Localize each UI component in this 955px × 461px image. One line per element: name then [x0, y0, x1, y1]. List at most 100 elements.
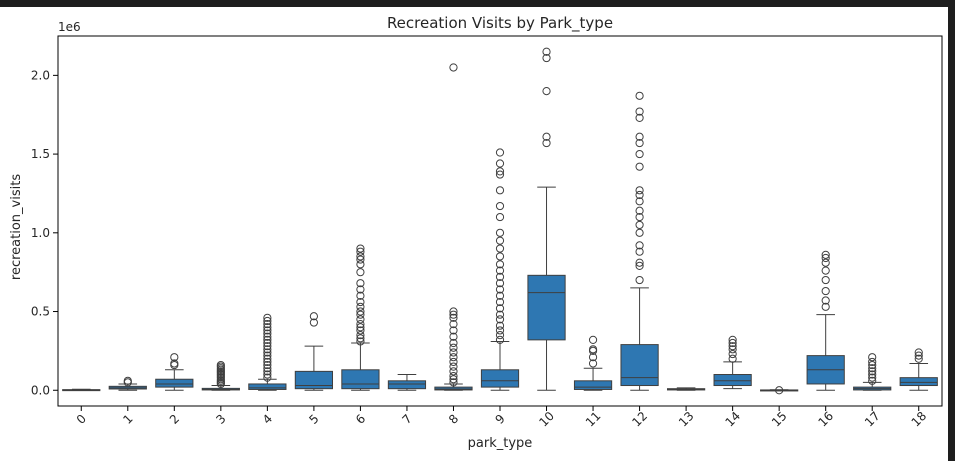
- outlier-point: [728, 354, 737, 363]
- outlier-point: [635, 190, 644, 200]
- outlier-point: [263, 348, 272, 357]
- x-tick-label: 1: [120, 412, 135, 427]
- box-plot-chart: Recreation Visits by Park_type 1e6 0.0 0.…: [9, 14, 943, 451]
- outlier-point: [635, 138, 644, 148]
- outlier-point: [728, 342, 737, 351]
- x-tick-label: 14: [722, 409, 743, 430]
- outlier-point: [309, 318, 318, 327]
- outlier-point: [495, 228, 505, 237]
- outlier-point: [449, 378, 458, 387]
- box-4: [248, 383, 287, 390]
- outlier-point: [495, 266, 505, 275]
- outlier-point: [356, 323, 365, 332]
- y-multiplier-label: 1e6: [58, 20, 81, 34]
- box-10: [527, 274, 566, 341]
- outlier-point: [635, 228, 644, 237]
- outlier-point: [263, 338, 272, 348]
- outlier-point: [356, 302, 365, 311]
- outlier-point: [263, 313, 272, 322]
- outlier-point: [495, 291, 505, 300]
- x-tick-label: 12: [629, 409, 650, 430]
- outlier-point: [356, 244, 365, 253]
- x-tick-label: 13: [676, 409, 697, 430]
- outlier-point: [263, 342, 272, 351]
- y-tick-label: 2.0: [31, 68, 50, 82]
- outlier-point: [914, 354, 923, 363]
- outlier-point: [542, 138, 551, 148]
- outlier-point: [495, 285, 505, 294]
- x-tick-label: 6: [353, 412, 368, 427]
- y-axis-label: recreation_visits: [9, 174, 24, 280]
- y-tick-label: 0.5: [31, 305, 50, 319]
- x-tick-label: 7: [399, 412, 414, 427]
- x-tick-label: 9: [493, 412, 508, 427]
- box-9: [480, 369, 520, 388]
- x-axis-label: park_type: [468, 436, 533, 451]
- outlier-point: [263, 360, 272, 370]
- outlier-point: [635, 197, 644, 206]
- outlier-point: [495, 272, 505, 281]
- outlier-point: [542, 47, 551, 56]
- outlier-point: [635, 91, 644, 100]
- outlier-point: [356, 247, 365, 256]
- outlier-point: [635, 247, 644, 256]
- y-tick-label: 0.0: [31, 383, 50, 397]
- outlier-point: [542, 53, 551, 63]
- outlier-point: [495, 331, 505, 340]
- outlier-point: [356, 252, 365, 261]
- x-tick-label: 18: [909, 409, 930, 430]
- outlier-point: [495, 279, 505, 288]
- outlier-point: [263, 320, 272, 329]
- outlier-point: [216, 360, 225, 370]
- outlier-point: [449, 367, 458, 376]
- outlier-point: [635, 107, 644, 116]
- box-12: [620, 344, 659, 387]
- plot-area: 0.00.51.01.52.00 1 2 3 4 5 6 7 8 9 10 11 12 13 14 15 16 1…: [31, 35, 943, 430]
- outlier-point: [449, 332, 458, 341]
- outlier-point: [263, 316, 272, 326]
- box-2: [155, 378, 194, 388]
- box-14: [713, 374, 752, 387]
- outlier-point: [356, 334, 365, 343]
- outlier-point: [449, 307, 458, 316]
- outlier-point: [263, 354, 272, 363]
- outlier-point: [263, 364, 272, 373]
- outlier-point: [449, 375, 458, 384]
- outlier-point: [821, 296, 830, 305]
- figure-frame: Recreation Visits by Park_type 1e6 0.0 0.…: [0, 7, 948, 461]
- outlier-point: [263, 332, 272, 341]
- outlier-point: [495, 186, 505, 195]
- outlier-point: [635, 212, 644, 222]
- outlier-point: [868, 360, 877, 370]
- outlier-point: [356, 291, 365, 300]
- outlier-point: [449, 310, 458, 319]
- outlier-point: [821, 250, 830, 259]
- outlier-point: [495, 148, 505, 157]
- y-tick-label: 1.0: [31, 226, 50, 240]
- outlier-point: [356, 260, 365, 269]
- chart-title: Recreation Visits by Park_type: [387, 14, 613, 33]
- outlier-point: [635, 241, 644, 250]
- outlier-point: [495, 335, 505, 344]
- outlier-point: [728, 335, 737, 344]
- x-tick-label: 4: [260, 412, 275, 427]
- outlier-point: [821, 266, 830, 275]
- x-tick-label: 3: [213, 412, 228, 427]
- outlier-point: [263, 326, 272, 335]
- outlier-point: [495, 310, 505, 319]
- outlier-point: [449, 348, 458, 357]
- outlier-point: [449, 338, 458, 348]
- outlier-point: [495, 260, 505, 269]
- outlier-point: [449, 63, 458, 72]
- outlier-point: [123, 376, 132, 385]
- outlier-point: [495, 321, 505, 330]
- outlier-point: [821, 286, 830, 296]
- outlier-point: [495, 167, 505, 176]
- outlier-point: [263, 329, 272, 338]
- outlier-point: [635, 206, 644, 215]
- outlier-point: [495, 236, 505, 245]
- outlier-point: [263, 351, 272, 360]
- outlier-point: [821, 302, 830, 311]
- outlier-point: [309, 312, 318, 321]
- outlier-point: [449, 313, 458, 322]
